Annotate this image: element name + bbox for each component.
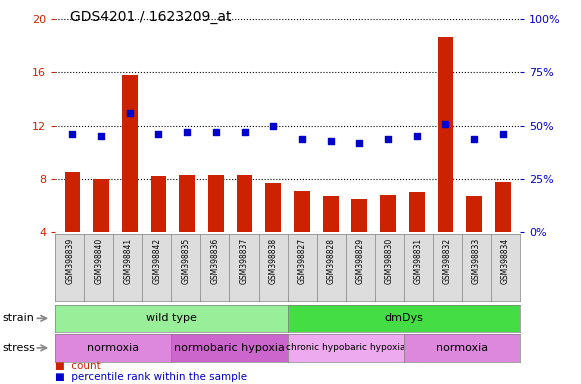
Point — [268, 123, 278, 129]
Point — [68, 131, 77, 137]
Text: GSM398835: GSM398835 — [181, 238, 191, 284]
Text: GSM398831: GSM398831 — [414, 238, 423, 284]
Point — [240, 129, 249, 135]
Point — [469, 136, 479, 142]
Text: GSM398839: GSM398839 — [65, 238, 74, 284]
Text: ■  count: ■ count — [55, 361, 101, 371]
Bar — [150, 176, 166, 232]
Text: GSM398832: GSM398832 — [443, 238, 452, 284]
Text: strain: strain — [3, 313, 35, 323]
Text: normoxia: normoxia — [436, 343, 488, 353]
Bar — [236, 175, 253, 232]
Bar — [380, 195, 396, 232]
Text: GSM398830: GSM398830 — [385, 238, 394, 284]
Bar — [266, 183, 281, 232]
Bar — [352, 199, 367, 232]
Point — [297, 136, 307, 142]
Point — [498, 131, 507, 137]
Text: wild type: wild type — [146, 313, 197, 323]
Point — [96, 133, 106, 139]
Point — [412, 133, 421, 139]
Bar — [437, 36, 453, 232]
Point — [354, 140, 364, 146]
Text: GSM398829: GSM398829 — [356, 238, 365, 284]
Bar — [294, 191, 310, 232]
Text: GSM398840: GSM398840 — [94, 238, 103, 284]
Text: GSM398841: GSM398841 — [123, 238, 132, 284]
Text: GSM398833: GSM398833 — [472, 238, 481, 284]
Point — [383, 136, 393, 142]
Text: GSM398827: GSM398827 — [297, 238, 307, 284]
Bar — [409, 192, 425, 232]
Point — [211, 129, 221, 135]
Bar — [495, 182, 511, 232]
Text: ■  percentile rank within the sample: ■ percentile rank within the sample — [55, 372, 248, 382]
Text: normoxia: normoxia — [87, 343, 139, 353]
Text: GSM398838: GSM398838 — [268, 238, 278, 284]
Bar — [93, 179, 109, 232]
Point — [154, 131, 163, 137]
Point — [125, 110, 134, 116]
Bar — [466, 196, 482, 232]
Bar — [208, 175, 224, 232]
Bar — [122, 75, 138, 232]
Bar — [322, 196, 339, 232]
Text: stress: stress — [3, 343, 36, 353]
Text: GDS4201 / 1623209_at: GDS4201 / 1623209_at — [70, 10, 231, 23]
Bar — [180, 175, 195, 232]
Text: normobaric hypoxia: normobaric hypoxia — [174, 343, 285, 353]
Text: GSM398842: GSM398842 — [152, 238, 162, 284]
Text: GSM398828: GSM398828 — [327, 238, 336, 284]
Text: dmDys: dmDys — [385, 313, 423, 323]
Point — [326, 137, 335, 144]
Text: GSM398837: GSM398837 — [239, 238, 249, 284]
Point — [182, 129, 192, 135]
Text: chronic hypobaric hypoxia: chronic hypobaric hypoxia — [286, 343, 406, 353]
Bar — [64, 172, 80, 232]
Point — [441, 121, 450, 127]
Text: GSM398836: GSM398836 — [210, 238, 220, 284]
Text: GSM398834: GSM398834 — [501, 238, 510, 284]
